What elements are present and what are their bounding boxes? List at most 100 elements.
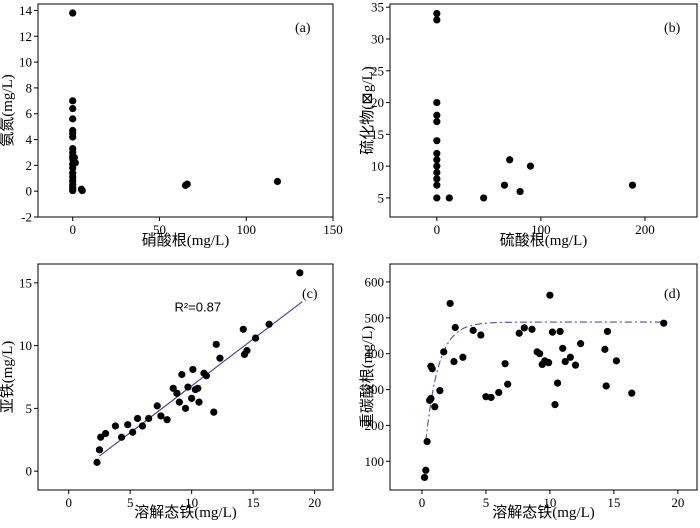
data-point: [427, 394, 435, 403]
data-point: [516, 187, 524, 196]
data-point: [545, 359, 553, 367]
plot-frame: [37, 263, 334, 491]
data-point: [445, 194, 453, 202]
data-point: [169, 384, 177, 392]
data-point: [183, 180, 191, 188]
data-point: [501, 360, 509, 368]
data-point: [175, 398, 183, 406]
data-point: [506, 156, 514, 164]
data-point: [111, 422, 120, 430]
data-point: [431, 403, 439, 411]
data-point: [178, 370, 186, 379]
chart-panel-2: 0 5 10 15 20 0 5 10 15 溶解态铁(mg/L) 亚铁(mg/L) (c) R²=0.…: [0, 263, 334, 521]
y-axis-title: 亚铁(mg/L): [0, 341, 16, 414]
data-point: [612, 357, 621, 365]
data-point: [296, 269, 304, 277]
data-point: [487, 393, 495, 402]
data-point: [500, 181, 509, 189]
data-point: [69, 104, 77, 113]
data-point: [495, 388, 503, 397]
y-tick-label: 14: [19, 3, 33, 18]
data-point: [212, 340, 220, 348]
data-point: [546, 291, 554, 299]
data-point: [536, 350, 544, 358]
x-axis-title: 硝酸根(mg/L): [142, 232, 230, 249]
x-tick-label: 10: [543, 495, 556, 510]
x-axis-title: 硫酸根(mg/L): [500, 232, 588, 249]
y-tick-label: 5: [378, 190, 385, 205]
data-point: [129, 428, 137, 436]
data-point: [69, 186, 77, 195]
data-point: [173, 389, 181, 397]
data-point: [553, 379, 562, 387]
data-point: [601, 345, 609, 353]
x-tick-label: 20: [308, 495, 321, 510]
data-point: [273, 177, 282, 186]
y-axis-title: 硫化物(⊠g/L): [359, 66, 376, 154]
data-point: [184, 383, 192, 391]
data-point: [422, 466, 430, 474]
plot-frame: [37, 3, 334, 218]
y-tick-label: 100: [365, 454, 385, 469]
data-point: [181, 404, 190, 412]
y-tick-label: 10: [371, 159, 384, 174]
data-point: [551, 401, 559, 409]
data-point: [189, 365, 197, 374]
data-point: [571, 361, 580, 369]
data-point: [660, 319, 668, 327]
x-tick-label: 200: [635, 222, 655, 237]
y-tick-label: 30: [371, 31, 384, 46]
data-point: [265, 320, 273, 328]
data-point: [210, 408, 218, 416]
y-axis-title: 重碳酸根(mg/L): [359, 326, 376, 429]
chart-panel-0: 0 50 100 150 -2 0 2 4 6 8 10 12 14 硝酸根(mg/L) 氨氮(mg/L) (…: [0, 3, 343, 249]
data-point: [433, 162, 441, 170]
x-tick-label: 0: [434, 222, 441, 237]
data-point: [243, 347, 251, 355]
x-tick-label: 100: [531, 222, 551, 237]
data-point: [603, 327, 612, 336]
y-tick-label: 10: [19, 338, 32, 353]
data-point: [95, 446, 104, 454]
x-tick-label: 10: [185, 495, 198, 510]
x-tick-label: 15: [247, 495, 260, 510]
x-tick-label: 5: [483, 495, 490, 510]
data-point: [433, 118, 441, 126]
data-point: [69, 115, 77, 123]
x-tick-label: 50: [153, 222, 166, 237]
data-point: [556, 327, 564, 336]
data-point: [216, 354, 224, 362]
x-tick-label: 20: [671, 495, 684, 510]
data-point: [446, 299, 454, 308]
data-point: [520, 324, 528, 332]
data-point: [433, 181, 441, 189]
data-point: [69, 133, 77, 141]
y-tick-label: 0: [26, 464, 33, 479]
y-tick-label: 0: [26, 184, 33, 199]
data-point: [423, 437, 431, 446]
data-point: [469, 326, 477, 334]
panel-label: (d): [664, 287, 681, 302]
data-point: [69, 9, 77, 17]
y-tick-label: 15: [371, 127, 384, 142]
chart-panel-3: 0 5 10 15 20 100 200 300 400 500 600 溶解态铁(mg/L) 重碳酸根…: [359, 263, 698, 521]
x-tick-label: 150: [323, 222, 343, 237]
y-axis-title: 氨氮(mg/L): [0, 74, 16, 147]
panel-label: (a): [295, 21, 311, 36]
data-point: [480, 194, 488, 202]
data-point: [576, 340, 585, 348]
y-tick-label: 500: [365, 310, 385, 325]
data-point: [251, 334, 260, 342]
data-point: [628, 389, 636, 397]
y-tick-label: 2: [26, 158, 33, 173]
y-tick-label: 600: [365, 274, 385, 289]
data-point: [433, 194, 441, 202]
data-point: [628, 181, 637, 189]
data-point: [102, 429, 110, 438]
y-tick-label: 35: [371, 0, 384, 15]
y-tick-label: 12: [19, 29, 32, 44]
x-tick-label: 0: [419, 495, 426, 510]
data-point: [428, 365, 436, 373]
x-axis-title: 溶解态铁(mg/L): [492, 504, 595, 521]
